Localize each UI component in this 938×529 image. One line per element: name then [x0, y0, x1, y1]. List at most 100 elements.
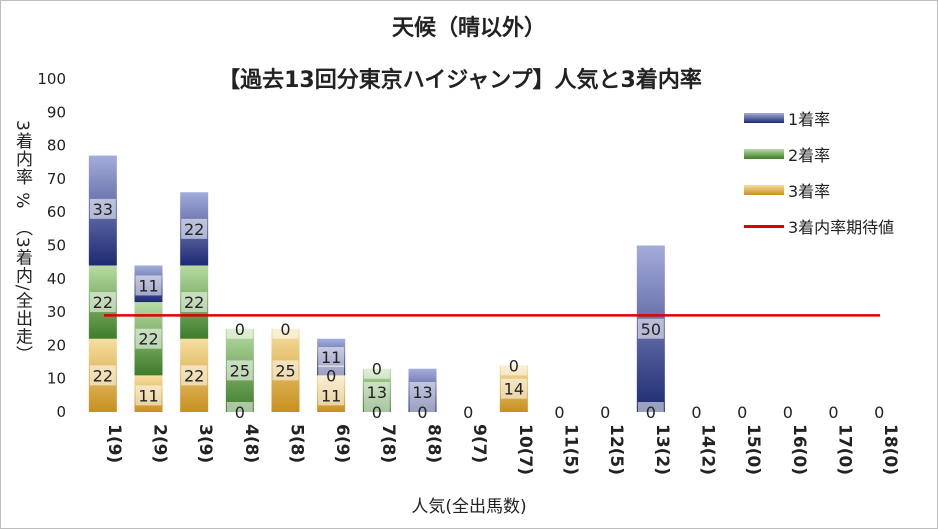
data-label: 22 — [184, 366, 204, 385]
data-label-bg — [500, 355, 527, 376]
y-tick-label: 40 — [47, 270, 66, 288]
y-tick-label: 20 — [47, 336, 66, 354]
x-tick-label: 8(8) — [424, 424, 444, 463]
x-tick-label: 9(7) — [469, 424, 489, 463]
data-label-bg — [181, 218, 208, 239]
data-label: 0 — [737, 403, 747, 422]
data-label-bg — [135, 385, 162, 406]
data-label: 22 — [93, 366, 113, 385]
data-label-bg — [363, 358, 390, 379]
x-tick-label: 17(0) — [835, 424, 855, 475]
data-label-bg — [363, 402, 390, 422]
legend-label-expected: 3着内率期待値 — [788, 218, 895, 237]
x-tick-label: 11(5) — [561, 424, 581, 475]
data-label-bg — [866, 402, 893, 422]
data-label-bg — [135, 275, 162, 296]
x-tick-label: 12(5) — [606, 424, 626, 475]
data-label-bg — [272, 360, 299, 381]
chart-subtitle: 【過去13回分東京ハイジャンプ】人気と3着内率 — [218, 68, 702, 93]
data-label: 22 — [184, 293, 204, 312]
chart-title: 天候（晴以外） — [391, 16, 546, 41]
data-label-bg — [226, 318, 253, 339]
data-label: 0 — [828, 403, 838, 422]
data-label: 22 — [184, 220, 204, 239]
data-label: 0 — [509, 356, 519, 375]
data-label-bg — [318, 347, 345, 368]
data-label-bg — [683, 402, 710, 422]
data-label: 25 — [275, 361, 295, 380]
data-label: 11 — [138, 386, 158, 405]
data-label-bg — [729, 402, 756, 422]
data-label: 0 — [235, 320, 245, 339]
legend-item-3rd: 3着率 — [744, 172, 894, 208]
data-label: 0 — [235, 403, 245, 422]
data-label-bg — [637, 318, 664, 339]
data-label-bg — [409, 402, 436, 422]
data-label-bg — [363, 382, 390, 403]
legend-item-1st: 1着率 — [744, 100, 894, 136]
legend-label-1st: 1着率 — [788, 110, 831, 129]
x-tick-label: 6(9) — [332, 424, 352, 463]
data-label: 14 — [504, 380, 524, 399]
legend-label-2nd: 2着率 — [788, 146, 831, 165]
data-label-bg — [89, 365, 116, 386]
data-label-bg — [409, 382, 436, 403]
x-tick-label: 14(2) — [698, 424, 718, 475]
data-label-bg — [592, 402, 619, 422]
y-tick-label: 60 — [47, 203, 66, 221]
legend-swatch-2nd — [744, 149, 784, 159]
data-label: 50 — [641, 320, 661, 339]
x-tick-label: 13(2) — [652, 424, 672, 475]
legend-item-expected: 3着内率期待値 — [744, 208, 894, 244]
data-label-bg — [226, 402, 253, 422]
data-label: 0 — [326, 366, 336, 385]
data-label-bg — [820, 402, 847, 422]
x-tick-label: 10(7) — [515, 424, 535, 475]
data-label: 11 — [321, 348, 341, 367]
data-label: 0 — [463, 403, 473, 422]
y-tick-label: 0 — [56, 403, 66, 421]
legend-swatch-expected — [744, 224, 784, 228]
data-label: 0 — [646, 403, 656, 422]
data-label: 33 — [93, 200, 113, 219]
y-tick-label: 30 — [47, 303, 66, 321]
data-label: 22 — [138, 330, 158, 349]
data-label-bg — [774, 402, 801, 422]
x-tick-label: 1(9) — [104, 424, 124, 463]
legend-swatch-3rd — [744, 185, 784, 195]
data-label-bg — [637, 402, 664, 422]
data-label: 25 — [230, 361, 250, 380]
legend: 1着率 2着率 3着率 3着内率期待値 — [744, 100, 894, 244]
y-tick-label: 70 — [47, 170, 66, 188]
legend-swatch-1st — [744, 113, 784, 123]
data-label: 0 — [554, 403, 564, 422]
data-label: 0 — [600, 403, 610, 422]
y-tick-label: 10 — [47, 370, 66, 388]
data-label-bg — [318, 365, 345, 386]
x-tick-label: 18(0) — [880, 424, 900, 475]
data-label-bg — [318, 385, 345, 406]
y-axis-label: 3着内率 % （3着内/全出走） — [12, 120, 32, 364]
data-label: 11 — [321, 386, 341, 405]
data-label: 0 — [691, 403, 701, 422]
y-tick-label: 50 — [47, 237, 66, 255]
data-label-bg — [500, 378, 527, 399]
x-tick-label: 2(9) — [150, 424, 170, 463]
data-label-bg — [181, 292, 208, 313]
data-label-bg — [455, 402, 482, 422]
data-label: 13 — [412, 383, 432, 402]
x-tick-label: 15(0) — [743, 424, 763, 475]
data-label: 11 — [138, 276, 158, 295]
data-label-bg — [181, 365, 208, 386]
data-label: 0 — [372, 403, 382, 422]
data-label-bg — [89, 198, 116, 219]
x-tick-label: 16(0) — [789, 424, 809, 475]
y-tick-label: 90 — [47, 103, 66, 121]
data-label: 0 — [783, 403, 793, 422]
y-tick-label: 100 — [37, 70, 66, 88]
x-tick-label: 4(8) — [241, 424, 261, 463]
x-tick-label: 3(9) — [195, 424, 215, 463]
legend-label-3rd: 3着率 — [788, 182, 831, 201]
data-label: 0 — [417, 403, 427, 422]
x-tick-label: 5(8) — [287, 424, 307, 463]
